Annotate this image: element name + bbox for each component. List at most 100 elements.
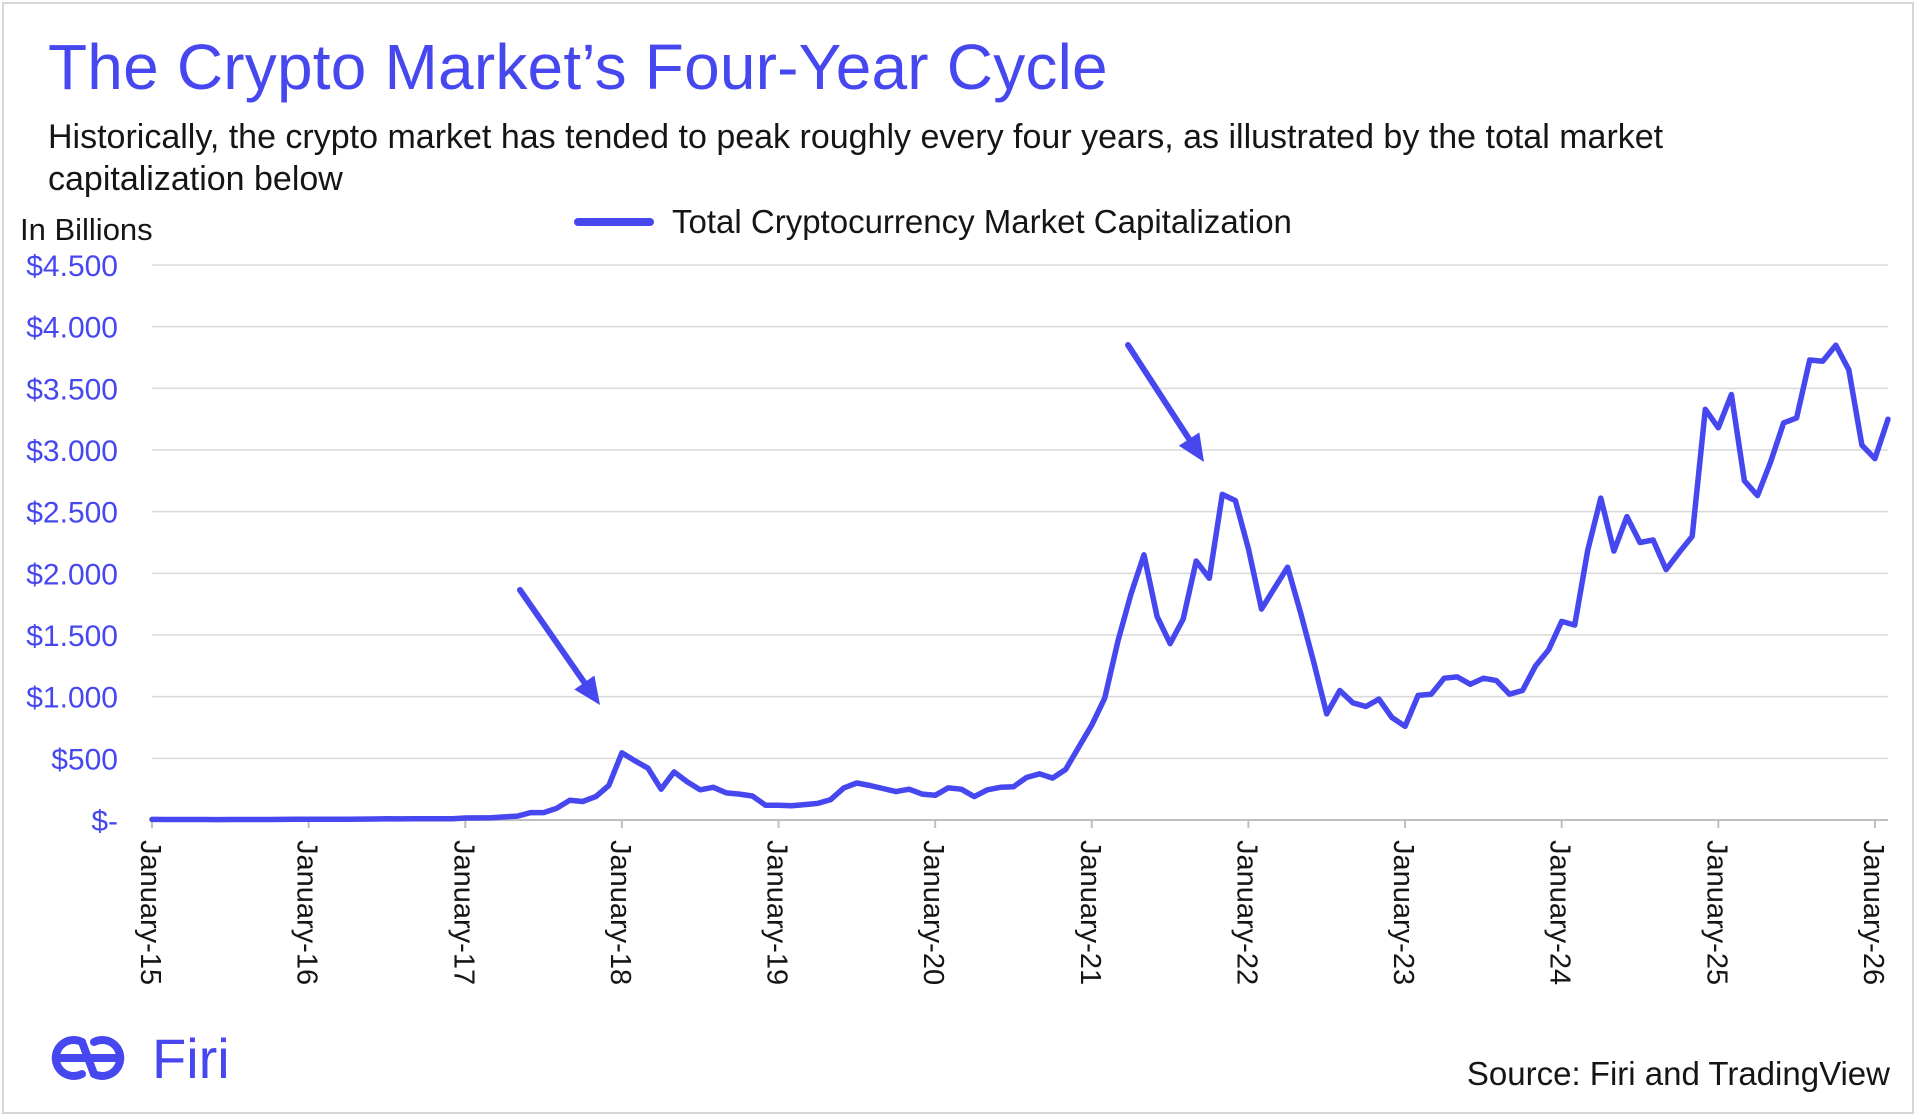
x-tick-label: January-16: [291, 840, 323, 985]
y-tick-label: $2.500: [26, 497, 118, 530]
data-point: [1350, 700, 1355, 705]
data-point: [254, 817, 259, 822]
data-point: [1886, 417, 1891, 422]
data-point: [1194, 559, 1199, 564]
data-point: [1233, 498, 1238, 503]
data-point: [1403, 724, 1408, 729]
data-point: [946, 785, 951, 790]
data-point: [685, 779, 690, 784]
data-point: [1155, 614, 1160, 619]
x-tick-label: January-15: [134, 840, 166, 985]
data-point: [1807, 357, 1812, 362]
data-point: [1742, 478, 1747, 483]
data-point: [593, 794, 598, 799]
data-point: [189, 817, 194, 822]
y-tick-label: $1.500: [26, 620, 118, 653]
data-point: [1585, 547, 1590, 552]
data-point: [854, 781, 859, 786]
data-point: [776, 803, 781, 808]
data-point: [606, 783, 611, 788]
data-point: [1755, 493, 1760, 498]
data-point: [632, 758, 637, 763]
data-point: [1181, 616, 1186, 621]
data-point: [215, 817, 220, 822]
data-point: [646, 766, 651, 771]
y-tick-label: $500: [51, 743, 118, 776]
data-point: [463, 816, 468, 821]
data-point: [828, 797, 833, 802]
data-point: [332, 817, 337, 822]
x-tick-label: January-25: [1700, 840, 1732, 985]
data-point: [933, 793, 938, 798]
x-tick-label: January-26: [1857, 840, 1889, 985]
data-point: [750, 793, 755, 798]
data-point: [1846, 367, 1851, 372]
data-point: [1494, 678, 1499, 683]
data-point: [1246, 546, 1251, 551]
data-point: [1298, 610, 1303, 615]
peak-arrow-2017-shaft: [517, 587, 589, 687]
data-point: [1207, 576, 1212, 581]
data-point: [267, 817, 272, 822]
data-point: [894, 789, 899, 794]
firi-logo: Firi: [38, 1027, 230, 1090]
data-point: [920, 792, 925, 797]
x-tick-label: January-21: [1074, 840, 1106, 985]
peak-arrow-2021: [1125, 342, 1204, 462]
data-point: [437, 816, 442, 821]
data-point: [985, 787, 990, 792]
data-point: [711, 785, 716, 790]
x-tick-label: January-24: [1544, 840, 1576, 985]
data-point: [1337, 688, 1342, 693]
data-point: [659, 787, 664, 792]
x-tick-label: January-22: [1230, 840, 1262, 985]
data-point: [1651, 538, 1656, 543]
data-point: [698, 787, 703, 792]
data-point: [293, 817, 298, 822]
data-point: [1716, 425, 1721, 430]
data-point: [1859, 443, 1864, 448]
data-point: [1677, 550, 1682, 555]
data-point: [802, 802, 807, 807]
legend: Total Cryptocurrency Market Capitalizati…: [574, 202, 1292, 242]
data-point: [1442, 676, 1447, 681]
data-point: [724, 790, 729, 795]
data-point: [450, 816, 455, 821]
data-point: [841, 785, 846, 790]
data-point: [1142, 552, 1147, 557]
data-point: [1624, 514, 1629, 519]
data-point: [1833, 343, 1838, 348]
data-point: [1546, 647, 1551, 652]
firi-logo-icon: [51, 1036, 125, 1080]
chart-subtitle: Historically, the crypto market has tend…: [48, 118, 1664, 198]
data-point: [1429, 692, 1434, 697]
data-point: [763, 803, 768, 808]
y-tick-label: $2.000: [26, 558, 118, 591]
data-point: [1363, 704, 1368, 709]
data-point: [1115, 639, 1120, 644]
data-point: [384, 816, 389, 821]
peak-arrow-2017-head: [574, 675, 600, 705]
data-point: [580, 799, 585, 804]
data-point: [1611, 549, 1616, 554]
data-point: [1220, 492, 1225, 497]
peak-arrow-2017: [517, 587, 600, 705]
data-point: [907, 787, 912, 792]
data-point: [1063, 767, 1068, 772]
data-point: [528, 810, 533, 815]
data-point: [541, 810, 546, 815]
data-point: [1037, 771, 1042, 776]
data-point: [1572, 623, 1577, 628]
data-point: [1272, 586, 1277, 591]
y-tick-label: $4.500: [26, 250, 118, 283]
data-point: [515, 814, 520, 819]
data-point: [1416, 693, 1421, 698]
data-point: [176, 817, 181, 822]
data-point: [867, 783, 872, 788]
data-point: [1455, 674, 1460, 679]
data-point: [554, 806, 559, 811]
source-note: Source: Firi and TradingView: [1466, 1055, 1890, 1092]
data-point: [1507, 692, 1512, 697]
